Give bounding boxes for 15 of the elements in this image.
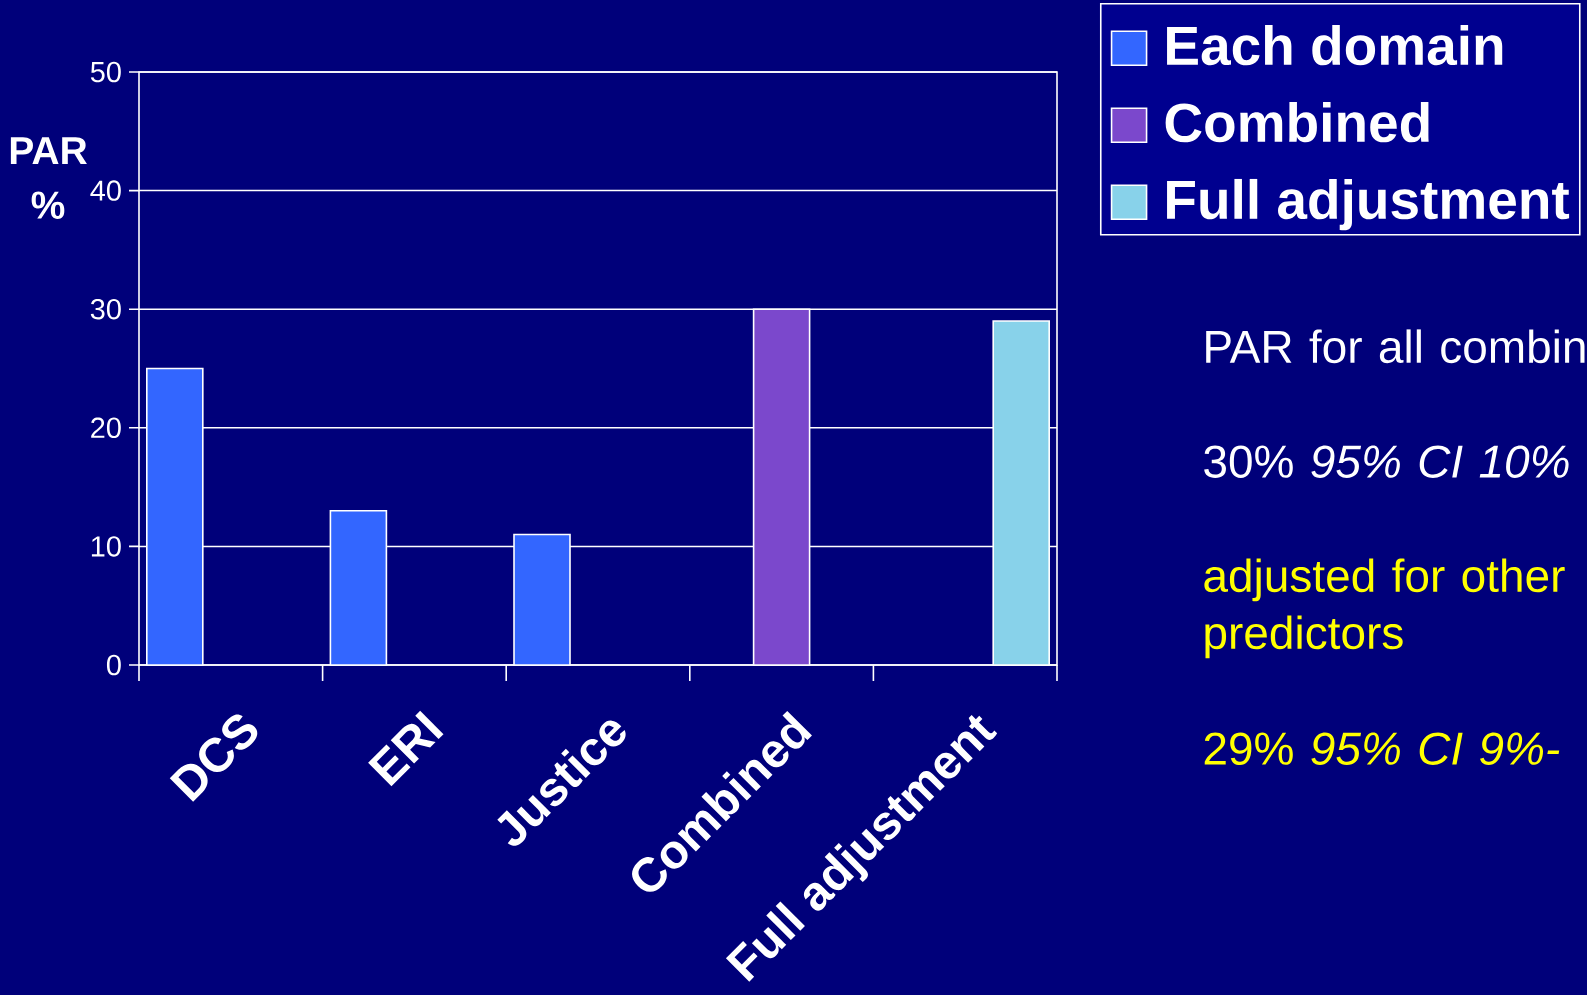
y-tick-label: 40 [90,180,121,201]
y-tick-label: 10 [91,536,121,557]
text: adjusted for other predictors [1204,558,1565,659]
text: 29% 95% CI 9%- [1204,732,1560,765]
legend-label: Each domain [1167,24,1503,66]
y-tick-label: 30 [90,298,121,320]
y-tick-label: 50 [90,61,121,83]
y-tick-label: 0 [106,654,121,676]
y-axis-title: PAR % [10,137,87,219]
text: 30% 95% CI 10% [1204,445,1569,478]
x-tick-label: ERI [368,710,444,787]
y-tick-label: 20 [91,417,121,439]
legend-label: Full adjustment [1167,178,1570,231]
text: PAR for all combin [1206,329,1585,364]
legend-label: Combined [1165,101,1429,143]
